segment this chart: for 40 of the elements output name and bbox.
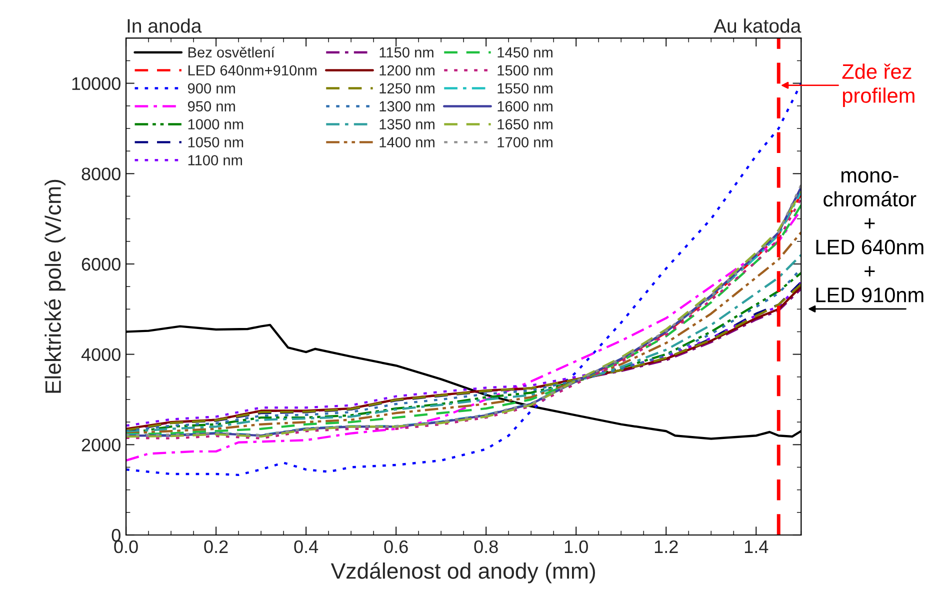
x-tick-label: 0.8 [474, 540, 498, 554]
legend-label: 1150 nm [380, 47, 434, 58]
legend-label: 1300 nm [380, 101, 434, 112]
legend-label: 1400 nm [380, 137, 434, 148]
y-axis-title: Elektrické pole (V/cm) [44, 180, 66, 393]
x-tick-label: 0.4 [294, 540, 318, 554]
x-tick-label: 0.0 [114, 540, 138, 554]
legend-label: 1500 nm [498, 65, 552, 76]
legend-label: 1550 nm [498, 83, 552, 94]
x-tick-label: 0.2 [204, 540, 228, 554]
x-tick-label: 1.2 [654, 540, 678, 553]
legend-label: Bez osvětlení [188, 46, 275, 58]
x-tick-label: 1.0 [564, 540, 588, 554]
text: Au katoda [714, 18, 802, 33]
y-tick-label: 10000 [72, 77, 120, 90]
text: Zde řez profilem [842, 64, 914, 108]
legend-label: 1600 nm [498, 101, 552, 112]
x-axis-title: Vzdálenost od anody (mm) [330, 562, 595, 584]
legend-label: 1650 nm [498, 119, 552, 130]
x-tick-label: 1.4 [744, 540, 768, 553]
legend-label: 1350 nm [380, 119, 434, 130]
legend-label: 1050 nm [188, 137, 244, 148]
y-tick-label: 0 [112, 528, 120, 542]
y-tick-label: 2000 [82, 438, 120, 452]
legend-label: 1100 nm [188, 155, 242, 166]
legend-label: 950 nm [188, 101, 235, 112]
line-series [126, 82, 802, 476]
y-tick-label: 6000 [82, 258, 120, 271]
legend-label: 1250 nm [380, 83, 434, 94]
legend-label: 1700 nm [498, 137, 552, 148]
legend-label: 1000 nm [188, 119, 244, 130]
legend-label: 900 nm [188, 83, 235, 94]
y-tick-label: 8000 [82, 168, 120, 180]
legend-label: 1200 nm [380, 65, 434, 76]
legend-label: 1450 nm [498, 47, 552, 58]
legend-label: LED 640nm+910nm [188, 65, 316, 76]
x-tick-label: 0.6 [384, 540, 408, 554]
text: In anoda [128, 18, 202, 33]
y-tick-label: 4000 [81, 348, 120, 362]
text: mono- chromátor + LED 640nm + LED 910nm [816, 171, 924, 302]
